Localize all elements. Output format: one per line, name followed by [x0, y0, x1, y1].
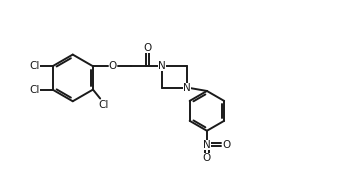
Text: O: O — [222, 139, 230, 149]
Text: N: N — [203, 139, 211, 149]
Text: Cl: Cl — [98, 100, 109, 110]
Text: Cl: Cl — [30, 85, 40, 95]
Text: N: N — [183, 83, 191, 93]
Text: O: O — [144, 43, 152, 53]
Text: O: O — [203, 153, 211, 163]
Text: Cl: Cl — [30, 61, 40, 71]
Text: O: O — [109, 61, 117, 71]
Text: N: N — [158, 61, 166, 71]
